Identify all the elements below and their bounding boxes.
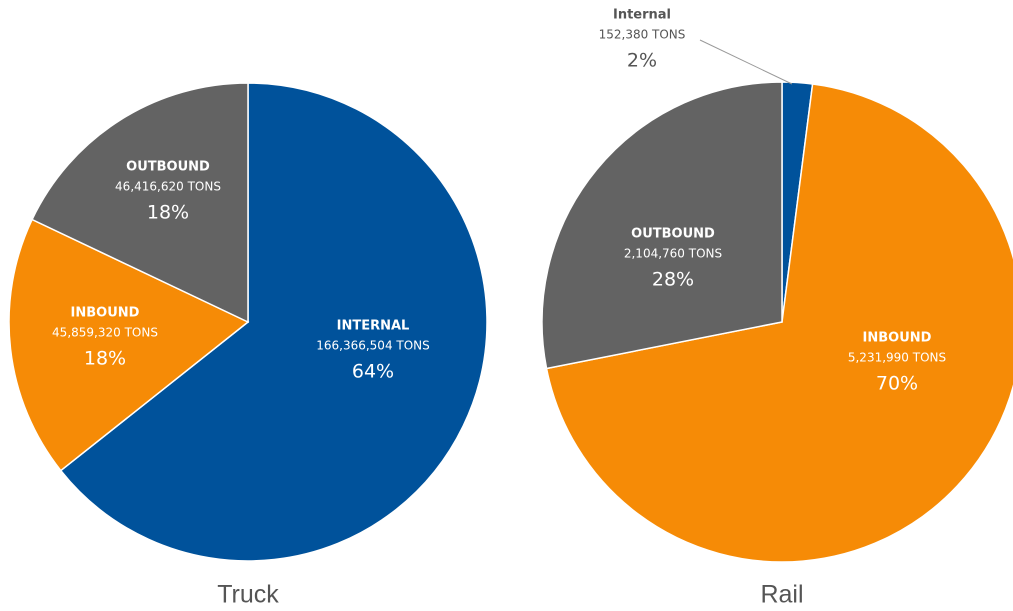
slice-percent: 70% xyxy=(876,373,918,395)
pie-slice xyxy=(8,218,250,472)
pie-slice xyxy=(541,81,783,370)
pie-slice xyxy=(31,82,249,324)
slice-category: OUTBOUND xyxy=(631,227,715,242)
slice-percent: 28% xyxy=(652,269,694,291)
slice-tons: 46,416,620 TONS xyxy=(115,180,221,194)
pie-slice xyxy=(59,82,488,562)
slice-tons: 5,231,990 TONS xyxy=(848,351,946,365)
chart-title: Rail xyxy=(760,581,803,609)
slice-percent: 18% xyxy=(147,202,189,224)
slice-category: OUTBOUND xyxy=(126,160,210,175)
slice-category: INBOUND xyxy=(863,331,932,346)
slice-percent: 64% xyxy=(352,361,394,383)
slice-percent: 18% xyxy=(84,348,126,370)
slice-category: Internal xyxy=(613,8,671,23)
slice-tons: 45,859,320 TONS xyxy=(52,326,158,340)
slice-tons: 152,380 TONS xyxy=(599,28,686,42)
leader-line xyxy=(699,39,793,85)
slice-percent: 2% xyxy=(627,50,657,72)
slice-tons: 2,104,760 TONS xyxy=(624,247,722,261)
slice-tons: 166,366,504 TONS xyxy=(316,339,430,353)
slice-category: INBOUND xyxy=(71,306,140,321)
chart-title: Truck xyxy=(217,581,279,609)
slice-category: INTERNAL xyxy=(337,319,410,334)
